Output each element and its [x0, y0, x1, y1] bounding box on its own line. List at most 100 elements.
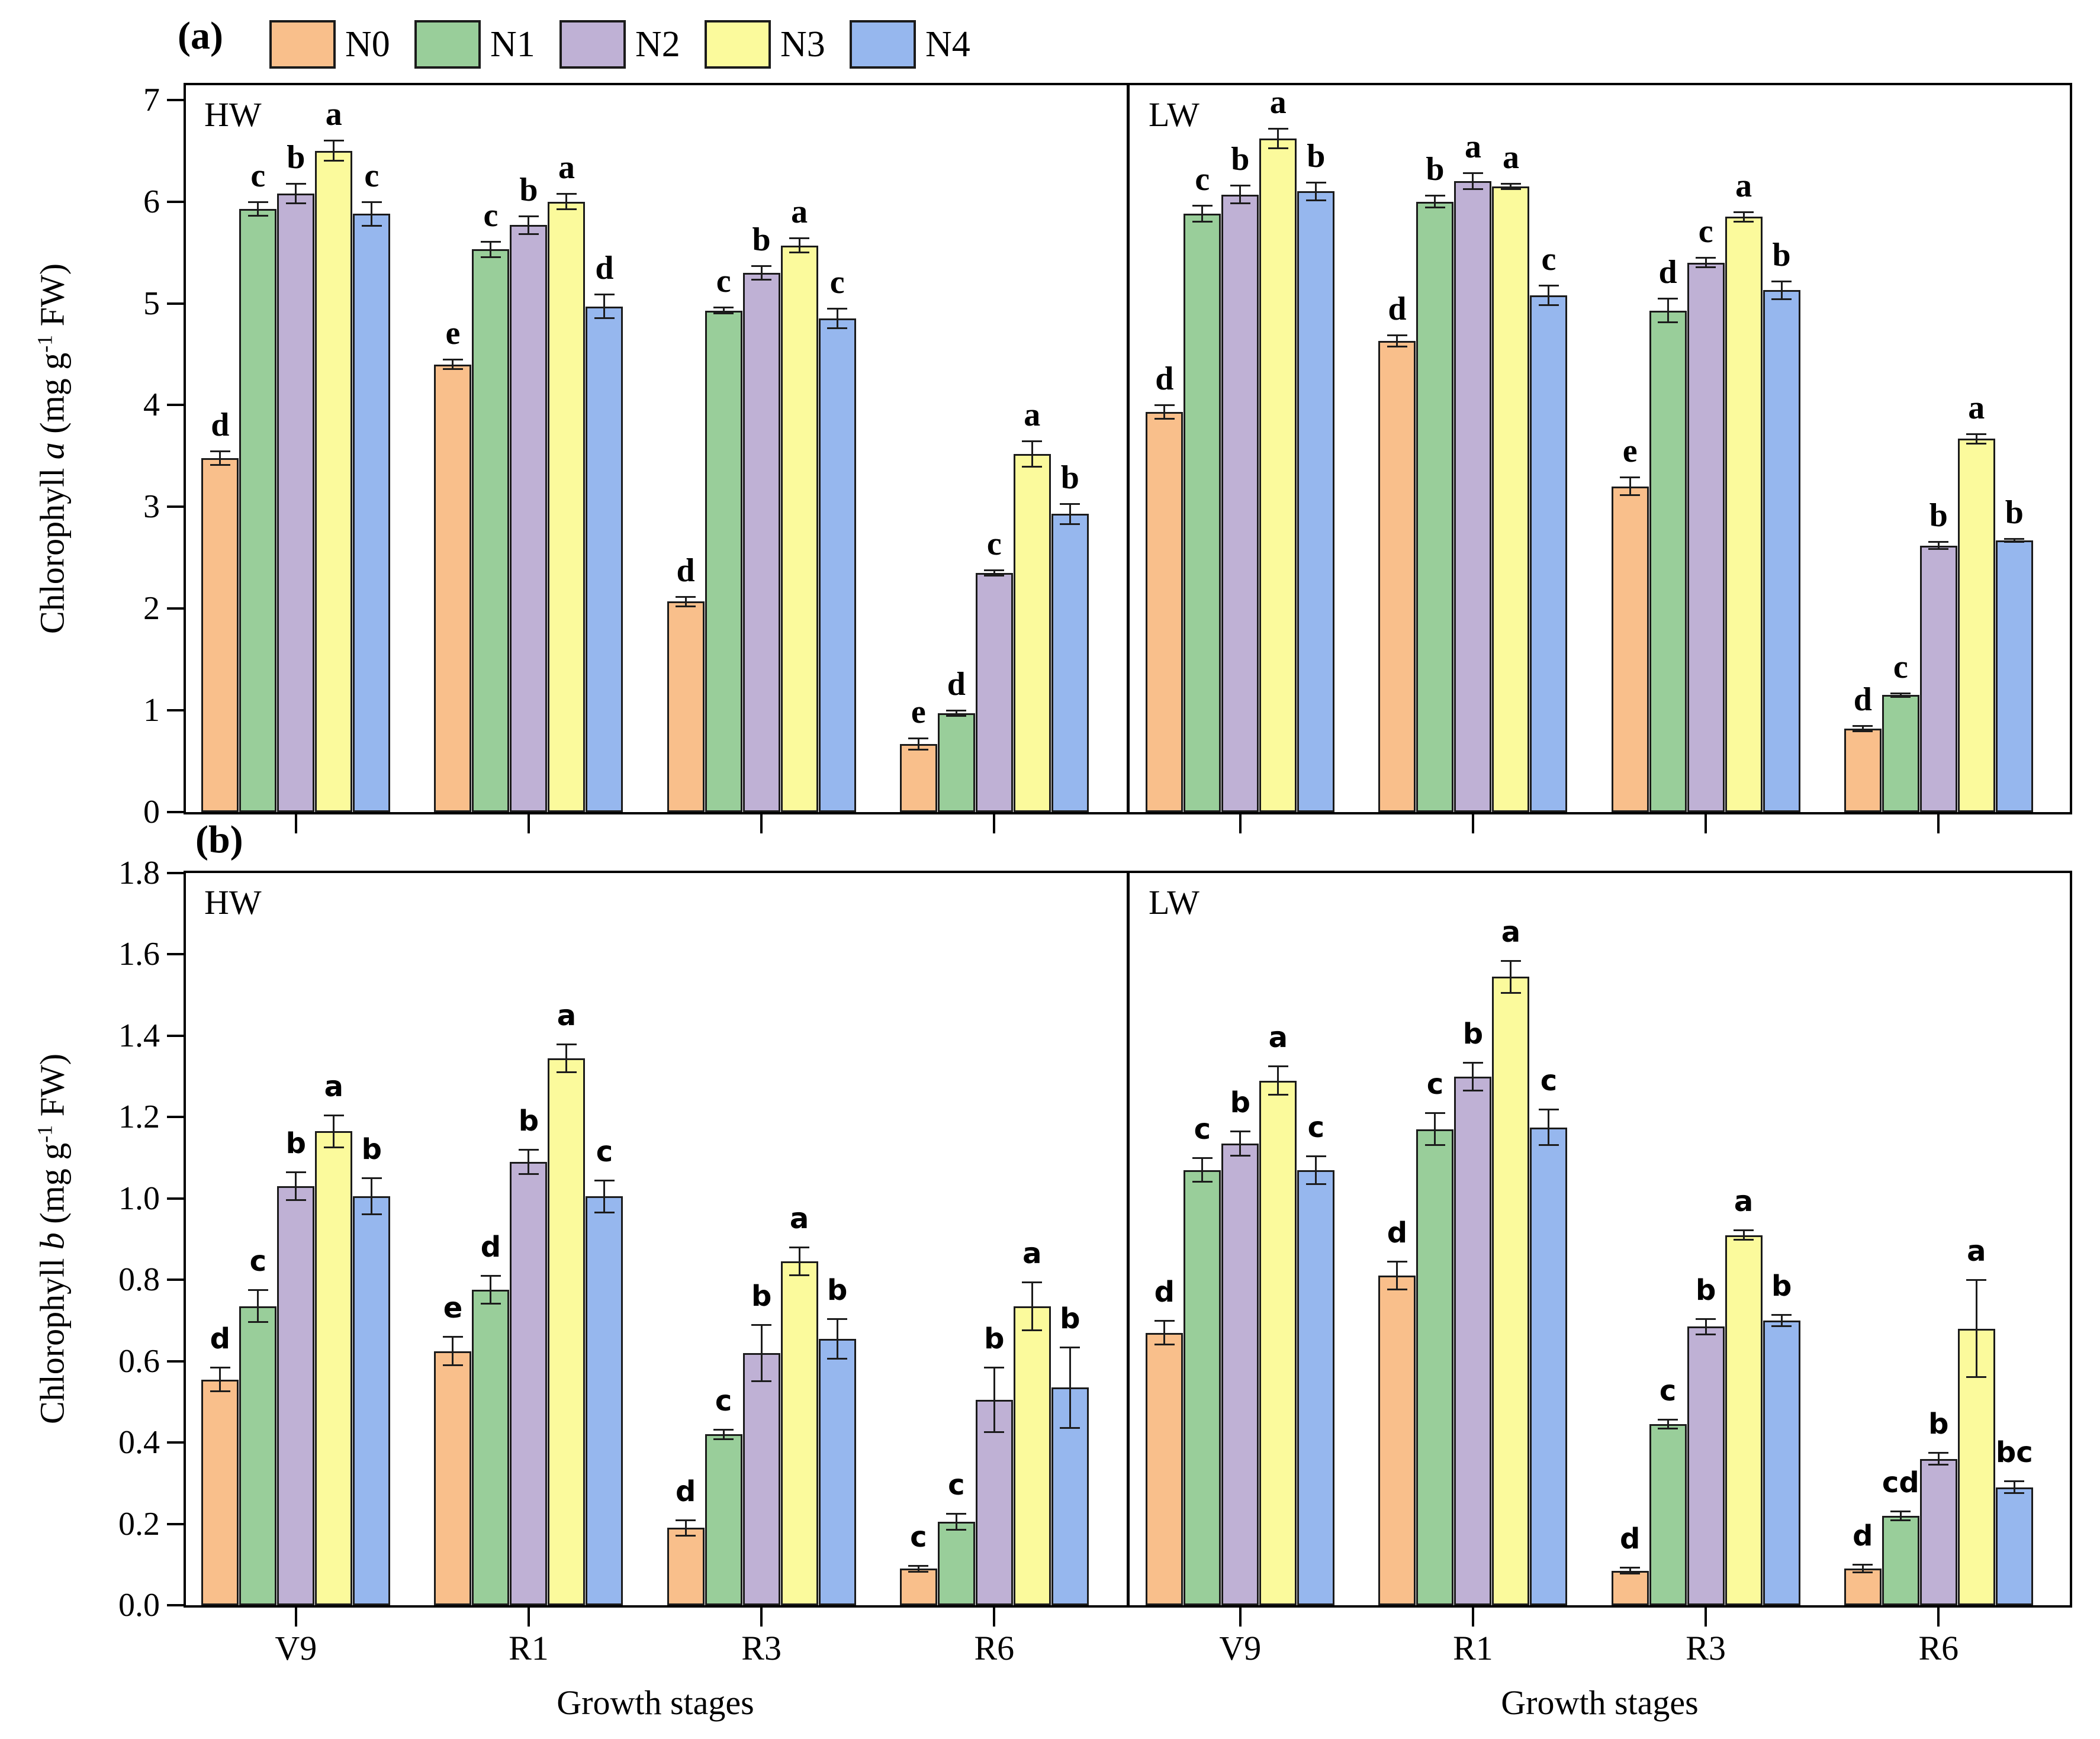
y-tick-label: 1.0 — [118, 1180, 160, 1217]
error-bar-cap-bottom — [442, 1364, 463, 1366]
y-tick-label: 0.8 — [118, 1261, 160, 1299]
bar-LW-R1-N1 — [1416, 1129, 1454, 1605]
error-bar-cap-bottom — [1538, 304, 1559, 306]
error-bar-cap-top — [751, 1323, 772, 1326]
error-bar-cap-bottom — [984, 1431, 1005, 1433]
error-bar-cap-bottom — [518, 233, 539, 235]
x-tick — [993, 1608, 996, 1627]
error-bar-cap-bottom — [1853, 1571, 1873, 1574]
error-bar — [1315, 182, 1317, 201]
error-bar-cap-bottom — [247, 214, 268, 217]
sig-letter: c — [1307, 1110, 1325, 1144]
y-tick — [167, 505, 184, 508]
error-bar-cap-bottom — [480, 1303, 501, 1305]
error-bar — [836, 1318, 838, 1360]
bar-HW-R6-N2 — [975, 573, 1013, 812]
x-axis-title-right: Growth stages — [1501, 1683, 1699, 1722]
error-bar-cap-top — [1853, 1564, 1873, 1566]
error-bar — [955, 710, 957, 717]
sig-letter: c — [364, 157, 380, 194]
y-tick — [167, 709, 184, 712]
bar-HW-V9-N0 — [201, 1379, 239, 1605]
sig-letter: e — [1622, 433, 1638, 470]
sig-letter: b — [1929, 497, 1948, 534]
bar-LW-V9-N0 — [1146, 1332, 1184, 1605]
x-tick-label: R3 — [1686, 1629, 1726, 1667]
error-bar — [1069, 1347, 1071, 1429]
error-bar-cap-bottom — [984, 575, 1005, 577]
error-bar-cap-top — [946, 710, 967, 712]
bar-HW-R3-N1 — [705, 1434, 742, 1605]
sig-letter: d — [676, 552, 695, 589]
error-bar — [1396, 334, 1398, 347]
legend-label-N1: N1 — [490, 24, 535, 65]
error-bar — [1472, 173, 1474, 189]
bar-HW-V9-N1 — [239, 1306, 277, 1605]
error-bar-cap-top — [827, 308, 848, 310]
bar-HW-V9-N3 — [315, 150, 353, 812]
sig-letter: d — [210, 1322, 230, 1355]
bar-LW-R3-N4 — [1763, 290, 1800, 812]
error-bar-cap-top — [210, 450, 230, 452]
y-tick — [167, 1279, 184, 1281]
error-bar-cap-bottom — [210, 1390, 230, 1393]
sig-letter: d — [480, 1231, 501, 1264]
error-bar — [1629, 1567, 1631, 1574]
error-bar-cap-top — [1658, 1418, 1678, 1421]
bar-HW-R1-N4 — [586, 306, 623, 812]
x-axis-title-left: Growth stages — [557, 1683, 754, 1722]
bar-LW-V9-N1 — [1184, 214, 1221, 812]
error-bar-cap-bottom — [1928, 1463, 1949, 1466]
error-bar — [1201, 1158, 1204, 1183]
error-bar — [1396, 1261, 1398, 1290]
bar-HW-R1-N4 — [586, 1196, 623, 1605]
x-tick — [1937, 1608, 1940, 1627]
error-bar — [1069, 504, 1071, 524]
error-bar-cap-bottom — [1500, 991, 1521, 994]
error-bar — [490, 241, 492, 258]
error-bar — [490, 1276, 492, 1305]
bar-HW-V9-N3 — [315, 1131, 353, 1605]
error-bar-cap-bottom — [1022, 466, 1043, 468]
error-bar-cap-top — [1462, 172, 1483, 175]
sig-letter: b — [827, 1273, 848, 1307]
sig-letter: b — [1771, 1269, 1792, 1303]
legend-label-N4: N4 — [925, 24, 970, 65]
error-bar — [1163, 405, 1166, 420]
bar-HW-R3-N4 — [818, 318, 856, 812]
error-bar — [1277, 1066, 1279, 1095]
sig-letter: b — [519, 171, 538, 208]
error-bar-cap-top — [713, 1429, 734, 1431]
error-bar-cap-top — [556, 1043, 577, 1045]
error-bar-cap-top — [751, 265, 772, 267]
sig-letter: a — [1269, 83, 1287, 121]
y-tick — [167, 811, 184, 813]
bar-LW-R1-N4 — [1530, 1127, 1568, 1605]
error-bar — [1975, 433, 1977, 444]
panel-b-divider — [1127, 871, 1130, 1608]
bar-LW-R1-N2 — [1454, 1076, 1492, 1605]
panel-a-lw-tag: LW — [1149, 95, 1199, 134]
x-tick — [527, 814, 530, 833]
x-tick — [760, 814, 763, 833]
error-bar-cap-top — [1734, 211, 1754, 213]
error-bar-cap-bottom — [1620, 494, 1641, 497]
sig-letter: c — [1698, 213, 1713, 250]
bar-LW-R6-N2 — [1919, 1458, 1957, 1605]
x-tick-label: R6 — [1918, 1629, 1959, 1667]
y-tick-label: 2 — [143, 590, 160, 627]
error-bar — [1861, 1564, 1864, 1573]
error-bar-cap-bottom — [556, 1071, 577, 1073]
bar-LW-R6-N1 — [1882, 695, 1919, 812]
error-bar-cap-top — [1696, 257, 1716, 259]
error-bar-cap-bottom — [1305, 199, 1326, 201]
legend-swatch-N4 — [850, 20, 916, 69]
sig-letter: b — [287, 139, 305, 176]
error-bar — [684, 596, 687, 607]
bar-HW-R6-N3 — [1013, 1306, 1051, 1605]
sig-letter: a — [325, 96, 342, 133]
bar-LW-V9-N3 — [1259, 1080, 1297, 1605]
error-bar — [798, 1247, 800, 1276]
y-tick-label: 5 — [143, 285, 160, 322]
y-tick — [167, 1522, 184, 1525]
